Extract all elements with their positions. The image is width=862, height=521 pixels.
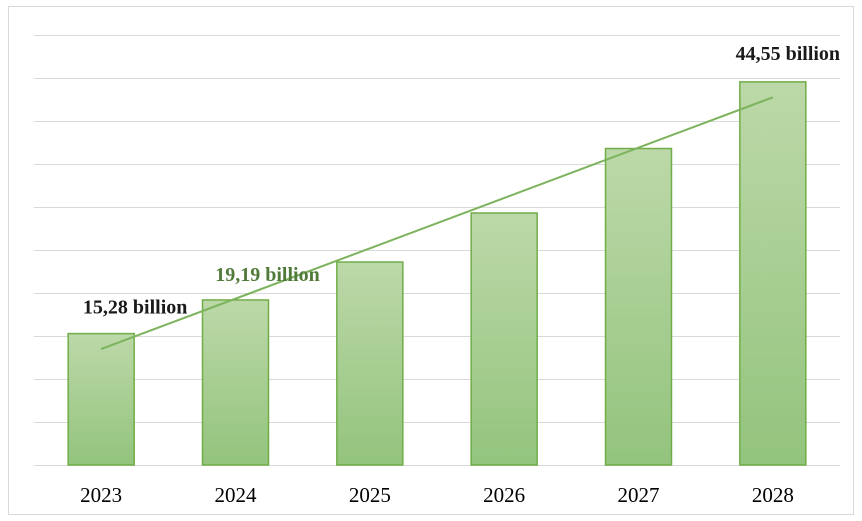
x-tick-label: 2025 <box>349 483 391 507</box>
gridlines <box>34 35 840 466</box>
x-tick-label: 2028 <box>752 483 794 507</box>
x-tick-label: 2024 <box>215 483 258 507</box>
bar-2026 <box>470 212 538 466</box>
bar-2023 <box>67 332 135 466</box>
trendline <box>100 96 774 350</box>
data-label: 19,19 billion <box>215 264 319 286</box>
bar-2027 <box>604 147 673 466</box>
data-labels: 15,28 billion 19,19 billion 44,55 billion <box>83 43 840 319</box>
x-tick-label: 2023 <box>80 483 122 507</box>
data-label: 15,28 billion <box>83 297 187 319</box>
bar-2025 <box>336 261 404 466</box>
chart-frame <box>8 6 854 515</box>
bar-2024 <box>201 299 270 466</box>
bar-2028 <box>739 81 807 466</box>
x-tick-label: 2026 <box>483 483 525 507</box>
x-tick-label: 2027 <box>618 483 660 507</box>
bars <box>67 81 807 466</box>
trendline-line <box>100 96 774 350</box>
data-label: 44,55 billion <box>736 43 840 65</box>
x-axis-ticks: 2023 2024 2025 2026 2027 2028 <box>80 483 794 507</box>
